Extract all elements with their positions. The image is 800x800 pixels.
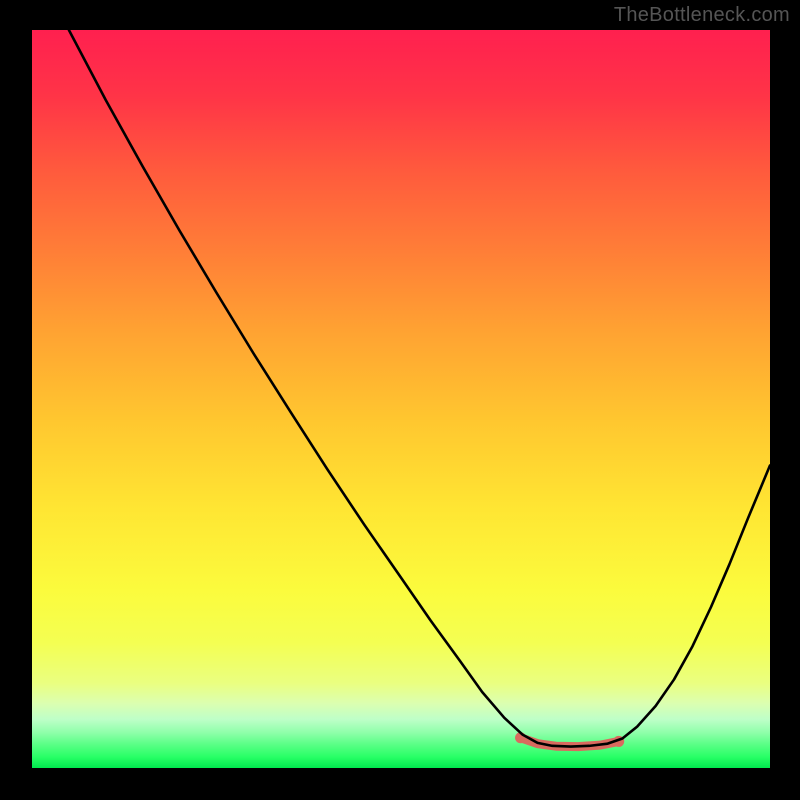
plot-area <box>32 30 770 768</box>
plot-inner <box>32 30 770 768</box>
chart-svg <box>32 30 770 768</box>
chart-curve-line <box>69 30 770 747</box>
watermark-text: TheBottleneck.com <box>614 4 790 27</box>
stage: TheBottleneck.com <box>0 0 800 800</box>
